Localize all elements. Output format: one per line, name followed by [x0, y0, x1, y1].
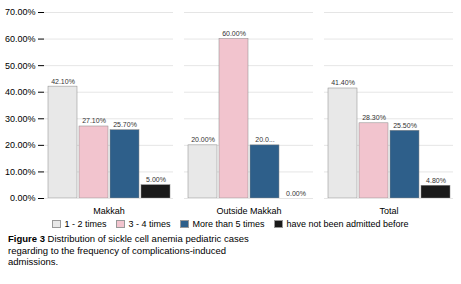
svg-text:40.00%: 40.00%	[5, 87, 36, 97]
html-text:More than 5 times: More than 5 times	[192, 219, 265, 229]
svg-text:42.10%: 42.10%	[51, 78, 75, 85]
html-text:1 - 2 times: 1 - 2 times	[64, 219, 107, 229]
svg-text:41.40%: 41.40%	[331, 79, 355, 86]
svg-text:25.70%: 25.70%	[113, 121, 137, 128]
html-text:have not been admitted before: have not been admitted before	[286, 219, 409, 229]
svg-text:20.0...: 20.0...	[255, 136, 275, 143]
svg-text:0.00%: 0.00%	[10, 193, 36, 203]
svg-text:Total: Total	[379, 206, 398, 216]
svg-text:28.30%: 28.30%	[362, 114, 386, 121]
svg-text:30.00%: 30.00%	[5, 114, 36, 124]
svg-text:Makkah: Makkah	[93, 206, 125, 216]
svg-text:10.00%: 10.00%	[5, 167, 36, 177]
svg-text:70.00%: 70.00%	[5, 7, 36, 17]
html-text:Figure 3 Distribution of sickl: Figure 3 Distribution of sickle cell ane…	[8, 233, 249, 267]
svg-text:50.00%: 50.00%	[5, 61, 36, 71]
svg-text:60.00%: 60.00%	[5, 34, 36, 44]
html-text:3 - 4 times: 3 - 4 times	[128, 219, 171, 229]
svg-text:4.80%: 4.80%	[426, 177, 446, 184]
svg-text:5.00%: 5.00%	[146, 176, 166, 183]
svg-text:25.50%: 25.50%	[393, 122, 417, 129]
svg-text:27.10%: 27.10%	[82, 117, 106, 124]
svg-text:Outside Makkah: Outside Makkah	[216, 206, 281, 216]
svg-text:60.00%: 60.00%	[222, 30, 246, 37]
svg-text:20.00%: 20.00%	[191, 136, 215, 143]
svg-text:20.00%: 20.00%	[5, 140, 36, 150]
svg-text:0.00%: 0.00%	[286, 190, 306, 197]
